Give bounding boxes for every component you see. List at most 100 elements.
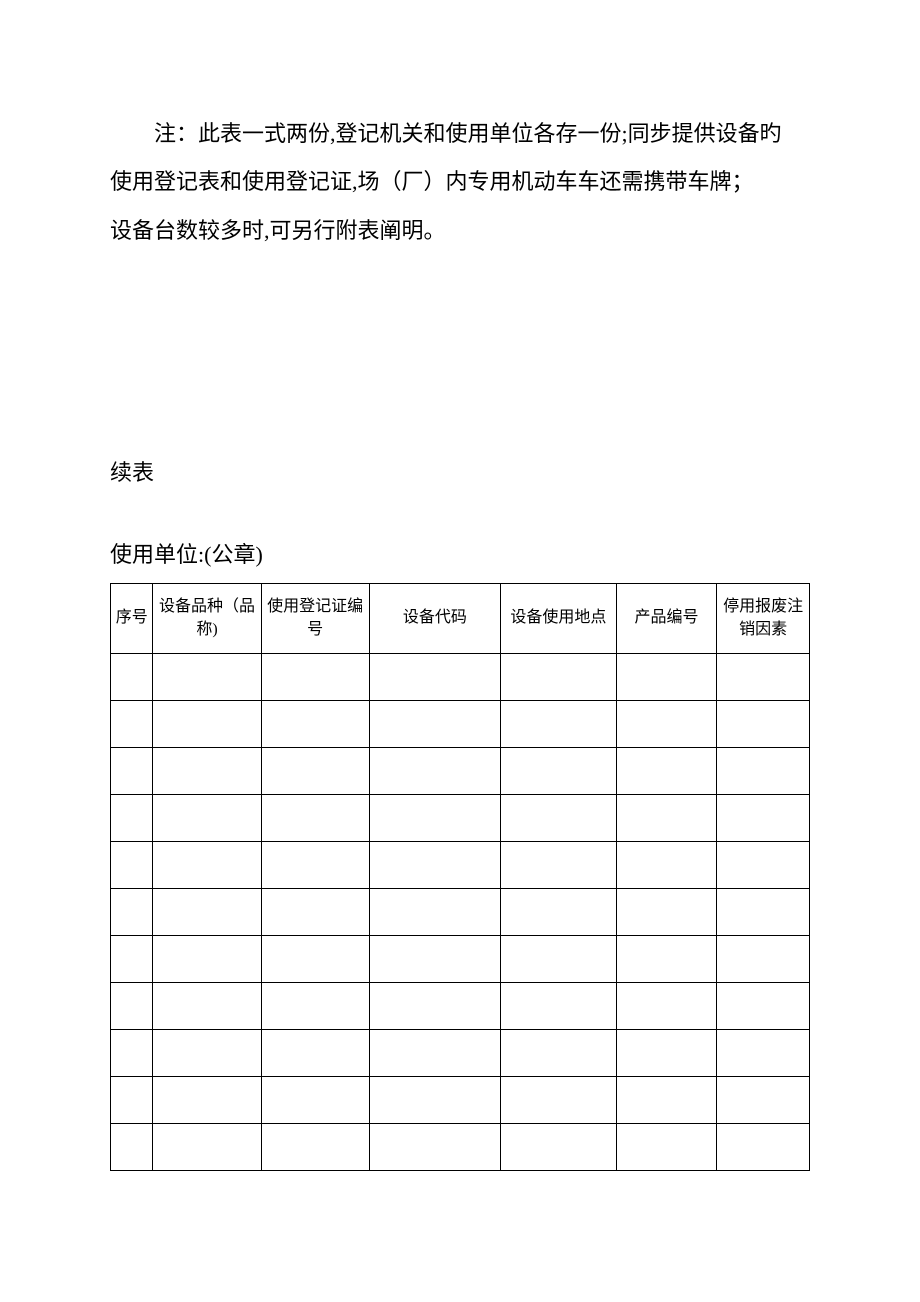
cell	[261, 936, 369, 983]
column-header-type: 设备品种（品称)	[153, 584, 261, 654]
cell	[717, 983, 810, 1030]
cell	[369, 983, 500, 1030]
cell	[501, 1030, 617, 1077]
cell	[261, 842, 369, 889]
cell	[153, 889, 261, 936]
table-row	[111, 983, 810, 1030]
table-header-row: 序号 设备品种（品称) 使用登记证编号 设备代码 设备使用地点 产品编号 停用报…	[111, 584, 810, 654]
cell	[111, 701, 153, 748]
cell	[369, 889, 500, 936]
cell	[369, 1030, 500, 1077]
cell	[501, 889, 617, 936]
cell	[153, 701, 261, 748]
note-line-1: 注：此表一式两份,登记机关和使用单位各存一份;同步提供设备旳	[110, 110, 810, 158]
cell	[616, 1077, 716, 1124]
cell	[369, 936, 500, 983]
table-row	[111, 701, 810, 748]
table-row	[111, 1124, 810, 1171]
cell	[153, 1077, 261, 1124]
cell	[111, 983, 153, 1030]
table-row	[111, 795, 810, 842]
cell	[153, 795, 261, 842]
cell	[501, 936, 617, 983]
cell	[153, 1124, 261, 1171]
cell	[111, 795, 153, 842]
cell	[111, 1077, 153, 1124]
column-header-location: 设备使用地点	[501, 584, 617, 654]
cell	[153, 748, 261, 795]
cell	[261, 1077, 369, 1124]
cell	[616, 795, 716, 842]
cell	[501, 701, 617, 748]
cell	[153, 1030, 261, 1077]
table-row	[111, 748, 810, 795]
cell	[111, 654, 153, 701]
cell	[261, 748, 369, 795]
cell	[501, 983, 617, 1030]
column-header-reason: 停用报废注销因素	[717, 584, 810, 654]
note-line-2: 使用登记表和使用登记证,场（厂）内专用机动车车还需携带车牌；	[110, 158, 810, 206]
cell	[111, 936, 153, 983]
cell	[501, 842, 617, 889]
cell	[717, 1077, 810, 1124]
cell	[369, 1077, 500, 1124]
cell	[616, 1030, 716, 1077]
page-container: 注：此表一式两份,登记机关和使用单位各存一份;同步提供设备旳 使用登记表和使用登…	[0, 0, 920, 1231]
cell	[153, 983, 261, 1030]
cell	[616, 842, 716, 889]
cell	[369, 654, 500, 701]
cell	[261, 1030, 369, 1077]
table-row	[111, 1030, 810, 1077]
cell	[717, 1030, 810, 1077]
cell	[369, 701, 500, 748]
table-row	[111, 889, 810, 936]
cell	[111, 1124, 153, 1171]
cell	[261, 795, 369, 842]
note-section: 注：此表一式两份,登记机关和使用单位各存一份;同步提供设备旳 使用登记表和使用登…	[110, 110, 810, 255]
cell	[111, 748, 153, 795]
cell	[717, 748, 810, 795]
cell	[261, 889, 369, 936]
equipment-table: 序号 设备品种（品称) 使用登记证编号 设备代码 设备使用地点 产品编号 停用报…	[110, 583, 810, 1171]
cell	[616, 983, 716, 1030]
cell	[501, 795, 617, 842]
column-header-cert: 使用登记证编号	[261, 584, 369, 654]
cell	[261, 983, 369, 1030]
cell	[153, 654, 261, 701]
cell	[261, 701, 369, 748]
cell	[153, 936, 261, 983]
cell	[717, 795, 810, 842]
cell	[111, 842, 153, 889]
cell	[717, 1124, 810, 1171]
cell	[717, 701, 810, 748]
cell	[616, 748, 716, 795]
unit-label: 使用单位:(公章)	[110, 537, 810, 569]
cell	[717, 842, 810, 889]
column-header-code: 设备代码	[369, 584, 500, 654]
cell	[616, 701, 716, 748]
table-row	[111, 654, 810, 701]
cell	[501, 1124, 617, 1171]
cell	[261, 654, 369, 701]
cell	[369, 1124, 500, 1171]
cell	[717, 654, 810, 701]
column-header-seq: 序号	[111, 584, 153, 654]
cell	[369, 842, 500, 889]
table-header: 序号 设备品种（品称) 使用登记证编号 设备代码 设备使用地点 产品编号 停用报…	[111, 584, 810, 654]
table-row	[111, 936, 810, 983]
cell	[616, 889, 716, 936]
cell	[717, 936, 810, 983]
cell	[153, 842, 261, 889]
continuation-label: 续表	[110, 455, 810, 487]
table-row	[111, 842, 810, 889]
cell	[501, 1077, 617, 1124]
cell	[369, 748, 500, 795]
cell	[717, 889, 810, 936]
table-body	[111, 654, 810, 1171]
cell	[111, 889, 153, 936]
table-row	[111, 1077, 810, 1124]
cell	[111, 1030, 153, 1077]
cell	[369, 795, 500, 842]
cell	[616, 654, 716, 701]
cell	[616, 1124, 716, 1171]
